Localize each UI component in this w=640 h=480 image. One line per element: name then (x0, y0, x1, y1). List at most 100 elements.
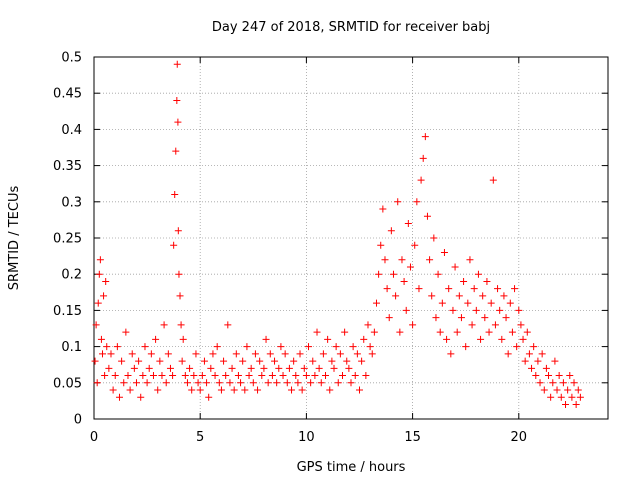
data-point (126, 386, 134, 394)
data-point (438, 299, 446, 307)
data-point (101, 372, 109, 380)
x-tick-label: 15 (404, 430, 421, 445)
data-point (330, 364, 338, 372)
data-point (387, 227, 395, 235)
data-point (508, 328, 516, 336)
data-point (262, 335, 270, 343)
data-point (566, 372, 574, 380)
data-point (568, 393, 576, 401)
data-point (334, 379, 342, 387)
data-point (406, 263, 414, 271)
data-point (485, 328, 493, 336)
data-point (324, 335, 332, 343)
data-point (370, 328, 378, 336)
x-tick-label: 10 (298, 430, 315, 445)
data-point (466, 256, 474, 264)
data-point (273, 379, 281, 387)
data-point (447, 350, 455, 358)
data-point (237, 379, 245, 387)
data-point (339, 372, 347, 380)
data-point (355, 386, 363, 394)
data-point (220, 357, 228, 365)
data-point (496, 306, 504, 314)
data-point (347, 379, 355, 387)
data-point (511, 285, 519, 293)
data-point (502, 314, 510, 322)
data-point (358, 357, 366, 365)
data-point (555, 372, 563, 380)
data-point (172, 147, 180, 155)
data-point (160, 321, 168, 329)
data-point (530, 343, 538, 351)
data-point (519, 335, 527, 343)
data-point (462, 343, 470, 351)
data-point (460, 277, 468, 285)
data-point (137, 393, 145, 401)
data-point (500, 292, 508, 300)
data-point (538, 350, 546, 358)
data-point (428, 292, 436, 300)
data-point (553, 386, 561, 394)
data-point (241, 386, 249, 394)
data-point (572, 401, 580, 409)
data-point (115, 393, 123, 401)
data-point (322, 372, 330, 380)
data-point (145, 364, 153, 372)
data-point (266, 350, 274, 358)
data-point (302, 372, 310, 380)
data-point (372, 299, 380, 307)
data-point (156, 357, 164, 365)
data-point (398, 256, 406, 264)
data-point (226, 379, 234, 387)
y-tick-label: 0.5 (61, 51, 82, 66)
data-point (455, 292, 463, 300)
data-point (192, 350, 200, 358)
data-point (474, 270, 482, 278)
data-point (419, 154, 427, 162)
data-point (279, 372, 287, 380)
data-point (174, 227, 182, 235)
data-point (309, 357, 317, 365)
data-point (100, 292, 108, 300)
data-point (215, 379, 223, 387)
data-point (93, 379, 101, 387)
data-point (404, 220, 412, 228)
data-point (453, 328, 461, 336)
data-point (440, 248, 448, 256)
data-point (91, 357, 99, 365)
data-point (149, 372, 157, 380)
y-tick-label: 0 (74, 413, 82, 428)
data-point (517, 321, 525, 329)
data-point (258, 372, 266, 380)
data-point (477, 335, 485, 343)
data-point (294, 379, 302, 387)
data-point (343, 357, 351, 365)
y-axis-label: SRMTID / TECUs (7, 186, 22, 291)
x-axis-label: GPS time / hours (297, 460, 406, 475)
data-point (368, 350, 376, 358)
data-point (132, 379, 140, 387)
data-points (91, 60, 584, 409)
data-point (122, 328, 130, 336)
data-point (92, 321, 100, 329)
y-tick-label: 0.4 (61, 123, 82, 138)
data-point (436, 328, 444, 336)
data-point (94, 299, 102, 307)
data-point (181, 372, 189, 380)
data-point (239, 357, 247, 365)
data-point (256, 357, 264, 365)
data-point (564, 386, 572, 394)
data-point (364, 321, 372, 329)
data-point (141, 343, 149, 351)
data-point (326, 386, 334, 394)
data-point (349, 343, 357, 351)
data-point (139, 372, 147, 380)
x-tick-label: 5 (196, 430, 204, 445)
data-point (186, 364, 194, 372)
data-point (366, 343, 374, 351)
data-point (283, 379, 291, 387)
data-point (468, 321, 476, 329)
data-point (128, 350, 136, 358)
data-point (513, 343, 521, 351)
